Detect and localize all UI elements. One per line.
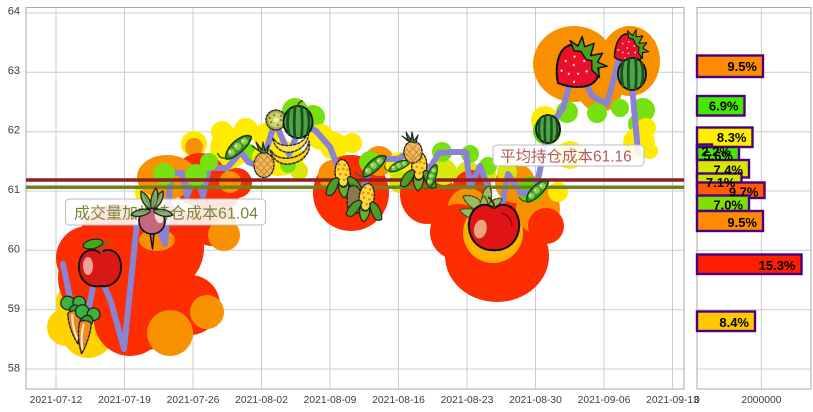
svg-text:60: 60 [8, 244, 20, 256]
svg-text:8.4%: 8.4% [719, 315, 749, 330]
svg-text:0: 0 [694, 395, 700, 406]
svg-text:2021-08-09: 2021-08-09 [304, 395, 357, 406]
svg-text:7.0%: 7.0% [713, 198, 743, 213]
svg-text:64: 64 [8, 6, 20, 18]
svg-text:9.5%: 9.5% [727, 59, 757, 74]
svg-text:2021-09-13: 2021-09-13 [646, 395, 699, 406]
svg-text:平均持仓成本61.16: 平均持仓成本61.16 [500, 148, 632, 166]
svg-text:9.7%: 9.7% [729, 185, 759, 200]
svg-text:61: 61 [8, 184, 20, 196]
svg-text:6.9%: 6.9% [709, 99, 739, 114]
svg-text:59: 59 [8, 303, 20, 315]
svg-text:9.5%: 9.5% [727, 215, 757, 230]
svg-text:7.4%: 7.4% [713, 163, 743, 178]
svg-text:58: 58 [8, 363, 20, 375]
svg-text:2021-07-19: 2021-07-19 [98, 395, 151, 406]
svg-text:7.1%: 7.1% [706, 175, 736, 190]
svg-text:62: 62 [8, 125, 20, 137]
svg-text:2021-08-16: 2021-08-16 [372, 395, 425, 406]
svg-text:15.3%: 15.3% [759, 258, 796, 273]
svg-text:2021-08-30: 2021-08-30 [509, 395, 562, 406]
svg-text:8.3%: 8.3% [717, 130, 747, 145]
svg-text:2021-07-26: 2021-07-26 [167, 395, 220, 406]
svg-text:2000000: 2000000 [741, 395, 781, 406]
svg-text:2.2%: 2.2% [701, 144, 731, 159]
svg-text:2021-09-06: 2021-09-06 [578, 395, 631, 406]
svg-text:2021-07-12: 2021-07-12 [30, 395, 83, 406]
svg-text:63: 63 [8, 65, 20, 77]
svg-text:2021-08-23: 2021-08-23 [441, 395, 494, 406]
svg-text:2021-08-02: 2021-08-02 [235, 395, 288, 406]
svg-text:5.6%: 5.6% [703, 149, 733, 164]
